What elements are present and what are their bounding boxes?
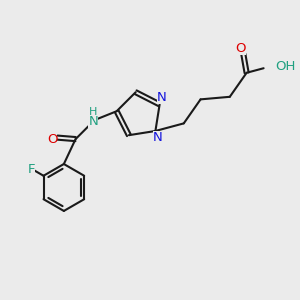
Text: N: N bbox=[153, 131, 163, 144]
Text: F: F bbox=[28, 163, 35, 176]
Text: O: O bbox=[47, 133, 57, 146]
Text: O: O bbox=[236, 42, 246, 55]
Text: N: N bbox=[88, 115, 98, 128]
Text: N: N bbox=[157, 91, 167, 103]
Text: H: H bbox=[89, 107, 98, 117]
Text: OH: OH bbox=[275, 60, 295, 73]
